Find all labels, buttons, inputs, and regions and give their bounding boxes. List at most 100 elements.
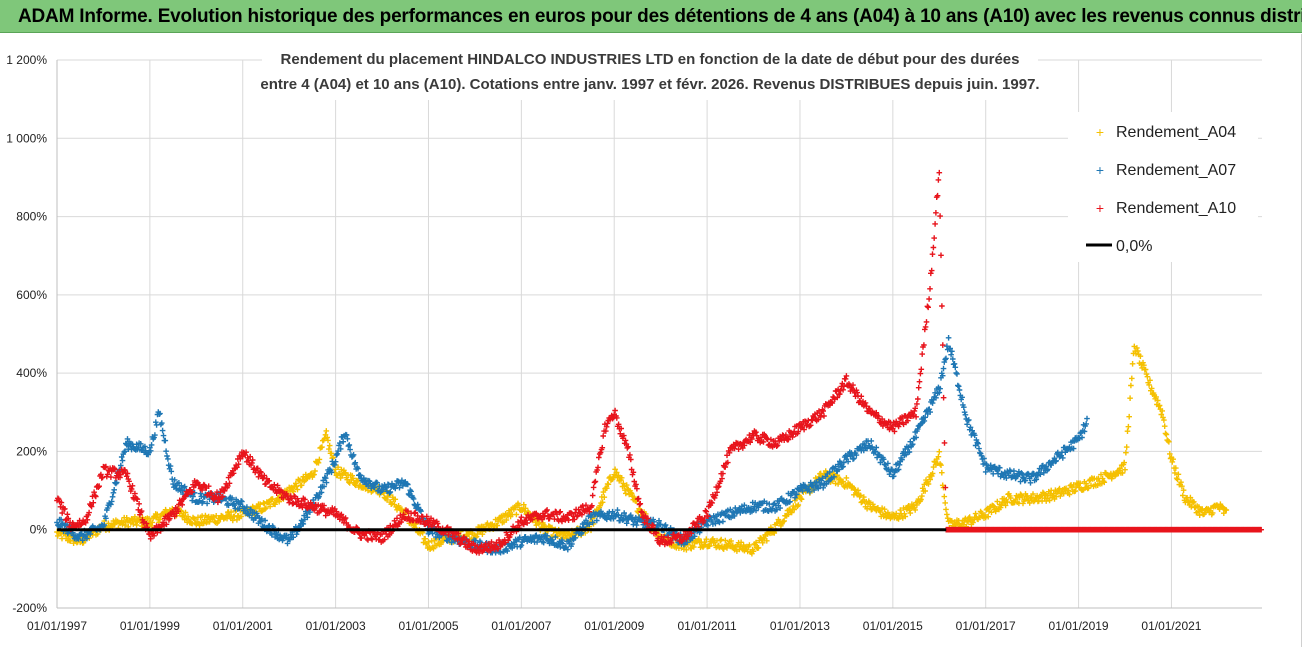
data-point (815, 485, 821, 492)
data-point (807, 489, 813, 495)
data-point (337, 440, 343, 446)
data-point (186, 516, 192, 522)
data-point (927, 476, 933, 483)
data-point (936, 169, 943, 176)
data-point (324, 434, 330, 441)
data-point (235, 461, 242, 467)
data-point (559, 518, 565, 525)
data-point (1134, 345, 1140, 351)
data-point (1167, 451, 1173, 457)
data-point (1066, 491, 1073, 498)
data-point (215, 499, 221, 506)
data-point (204, 500, 210, 507)
x-tick-label: 01/01/2003 (306, 619, 366, 633)
data-point (249, 460, 255, 466)
data-point (91, 489, 97, 495)
data-point (922, 414, 928, 421)
data-point (151, 533, 157, 539)
data-point (855, 487, 861, 494)
report-banner: ADAM Informe. Evolution historique des p… (0, 0, 1302, 33)
data-point (1100, 478, 1107, 484)
data-point (604, 420, 611, 427)
data-point (639, 509, 645, 516)
data-point (788, 509, 795, 516)
data-point (330, 454, 336, 461)
data-point (974, 439, 981, 446)
data-point (622, 437, 629, 444)
data-point (323, 428, 330, 434)
data-point (411, 510, 418, 517)
data-point (84, 535, 90, 542)
data-point (335, 464, 341, 470)
data-point (683, 547, 690, 553)
data-point (919, 351, 925, 357)
data-point (374, 479, 380, 486)
data-point (601, 512, 608, 518)
data-point (117, 474, 123, 481)
data-point (923, 319, 930, 325)
data-point (298, 482, 305, 489)
data-point (160, 519, 166, 526)
data-point (939, 372, 946, 379)
data-point (1141, 362, 1147, 368)
data-point (579, 511, 585, 518)
data-point (304, 514, 311, 521)
x-tick-label: 01/01/2015 (863, 619, 923, 633)
data-point (940, 394, 947, 401)
data-point (118, 454, 125, 460)
data-point (1147, 377, 1153, 384)
data-point (781, 518, 787, 524)
data-point (722, 464, 729, 470)
data-point (136, 501, 142, 507)
data-point (121, 449, 127, 455)
data-point (258, 519, 264, 525)
data-point (104, 471, 111, 478)
data-point (927, 286, 933, 292)
data-point (798, 495, 804, 502)
data-point (929, 473, 935, 479)
x-tick-label: 01/01/1997 (27, 619, 87, 633)
legend-label-a04: Rendement_A04 (1116, 124, 1236, 141)
data-point (1160, 414, 1166, 421)
data-point (605, 481, 612, 488)
data-point (1180, 487, 1187, 493)
data-point (293, 480, 299, 487)
data-point (307, 499, 314, 506)
data-point (840, 463, 846, 470)
data-point (945, 335, 952, 341)
legend-label-a07: Rendement_A07 (1116, 162, 1236, 179)
data-point (350, 475, 356, 482)
data-point (836, 466, 842, 473)
y-tick-label: 800% (16, 210, 47, 224)
data-point (400, 511, 407, 518)
data-point (105, 520, 112, 527)
data-point (412, 509, 418, 516)
data-point (942, 356, 948, 363)
data-point (92, 492, 98, 499)
data-point (228, 509, 234, 515)
data-point (338, 511, 345, 518)
data-point (392, 496, 399, 503)
data-point (1123, 444, 1130, 450)
data-point (959, 394, 965, 401)
data-point (599, 499, 606, 506)
data-point (1081, 428, 1088, 435)
data-point (726, 450, 733, 456)
data-point (628, 490, 635, 497)
legend-marker-a04: + (1096, 124, 1104, 140)
data-point (929, 251, 936, 257)
data-point (943, 355, 949, 362)
data-point (332, 462, 338, 468)
data-point (386, 490, 393, 496)
data-point (628, 456, 634, 463)
data-point (326, 446, 332, 452)
data-point (966, 417, 972, 423)
data-point (541, 513, 548, 520)
data-point (1165, 438, 1171, 444)
data-point (90, 499, 97, 506)
data-point (612, 407, 618, 414)
data-point (820, 485, 826, 491)
data-point (953, 370, 959, 376)
data-point (540, 539, 547, 546)
data-point (171, 513, 178, 520)
